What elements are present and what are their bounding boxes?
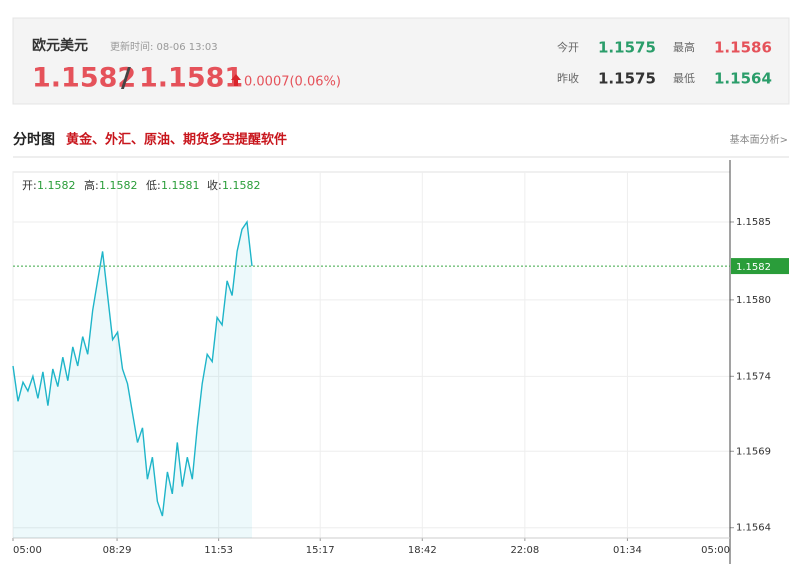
current-price-label: 1.1582 — [736, 262, 771, 273]
bid-price: 1.1582 — [32, 63, 136, 94]
price-line — [12, 220, 253, 517]
x-tick-label: 18:42 — [408, 545, 437, 556]
stat-label: 最低 — [673, 72, 695, 85]
stat-label: 最高 — [673, 40, 695, 54]
x-tick-label: 01:34 — [613, 545, 642, 556]
x-tick-label: 22:08 — [510, 545, 539, 556]
stat-label: 昨收 — [557, 71, 579, 85]
ohlc-label: 收: — [207, 178, 222, 192]
ohlc-value: 1.1581 — [161, 179, 200, 192]
section-title: 分时图 — [13, 131, 55, 148]
y-tick-label: 1.1569 — [736, 446, 771, 457]
y-tick-label: 1.1574 — [736, 371, 771, 382]
ohlc-value: 1.1582 — [222, 179, 261, 192]
ohlc-value: 1.1582 — [99, 179, 138, 192]
quote-panel — [12, 17, 790, 105]
ohlc-label: 开: — [22, 179, 37, 192]
x-tick-label: 08:29 — [103, 545, 132, 556]
x-tick-label: 15:17 — [306, 545, 335, 556]
x-tick-label: 05:00 — [13, 545, 42, 556]
x-tick-label: 11:53 — [204, 545, 233, 556]
x-tick-label: 05:00 — [701, 545, 730, 556]
stat-value: 1.1586 — [714, 39, 772, 57]
stat-value: 1.1575 — [598, 70, 656, 88]
ad-link[interactable]: 黄金、外汇、原油、期货多空提醒软件 — [66, 132, 287, 148]
ohlc-label: 高: — [84, 178, 99, 192]
y-tick-label: 1.1564 — [736, 523, 771, 534]
current-price-tag — [731, 258, 789, 275]
ohlc-value: 1.1582 — [37, 179, 76, 192]
update-time: 更新时间: 08-06 13:03 — [110, 40, 218, 53]
stat-value: 1.1564 — [714, 70, 772, 88]
fundamental-link[interactable]: 基本面分析> — [730, 133, 788, 146]
up-arrow — [231, 74, 241, 86]
ohlc-label: 低: — [146, 179, 161, 192]
area — [13, 222, 252, 538]
y-tick-label: 1.1580 — [736, 295, 771, 306]
separator: / — [121, 63, 131, 94]
chart: 1.1564 1.1569 1.1574 1.1580 1.1585 05:00 08:29… — [12, 160, 789, 564]
change: 0.0007(0.06%) — [244, 75, 341, 90]
ask-price: 1.1581 — [139, 63, 243, 94]
y-tick-label: 1.1585 — [736, 217, 771, 228]
stat-label: 今开 — [557, 40, 579, 54]
stat-value: 1.1575 — [598, 39, 656, 57]
pair-name: 欧元美元 — [32, 37, 88, 54]
